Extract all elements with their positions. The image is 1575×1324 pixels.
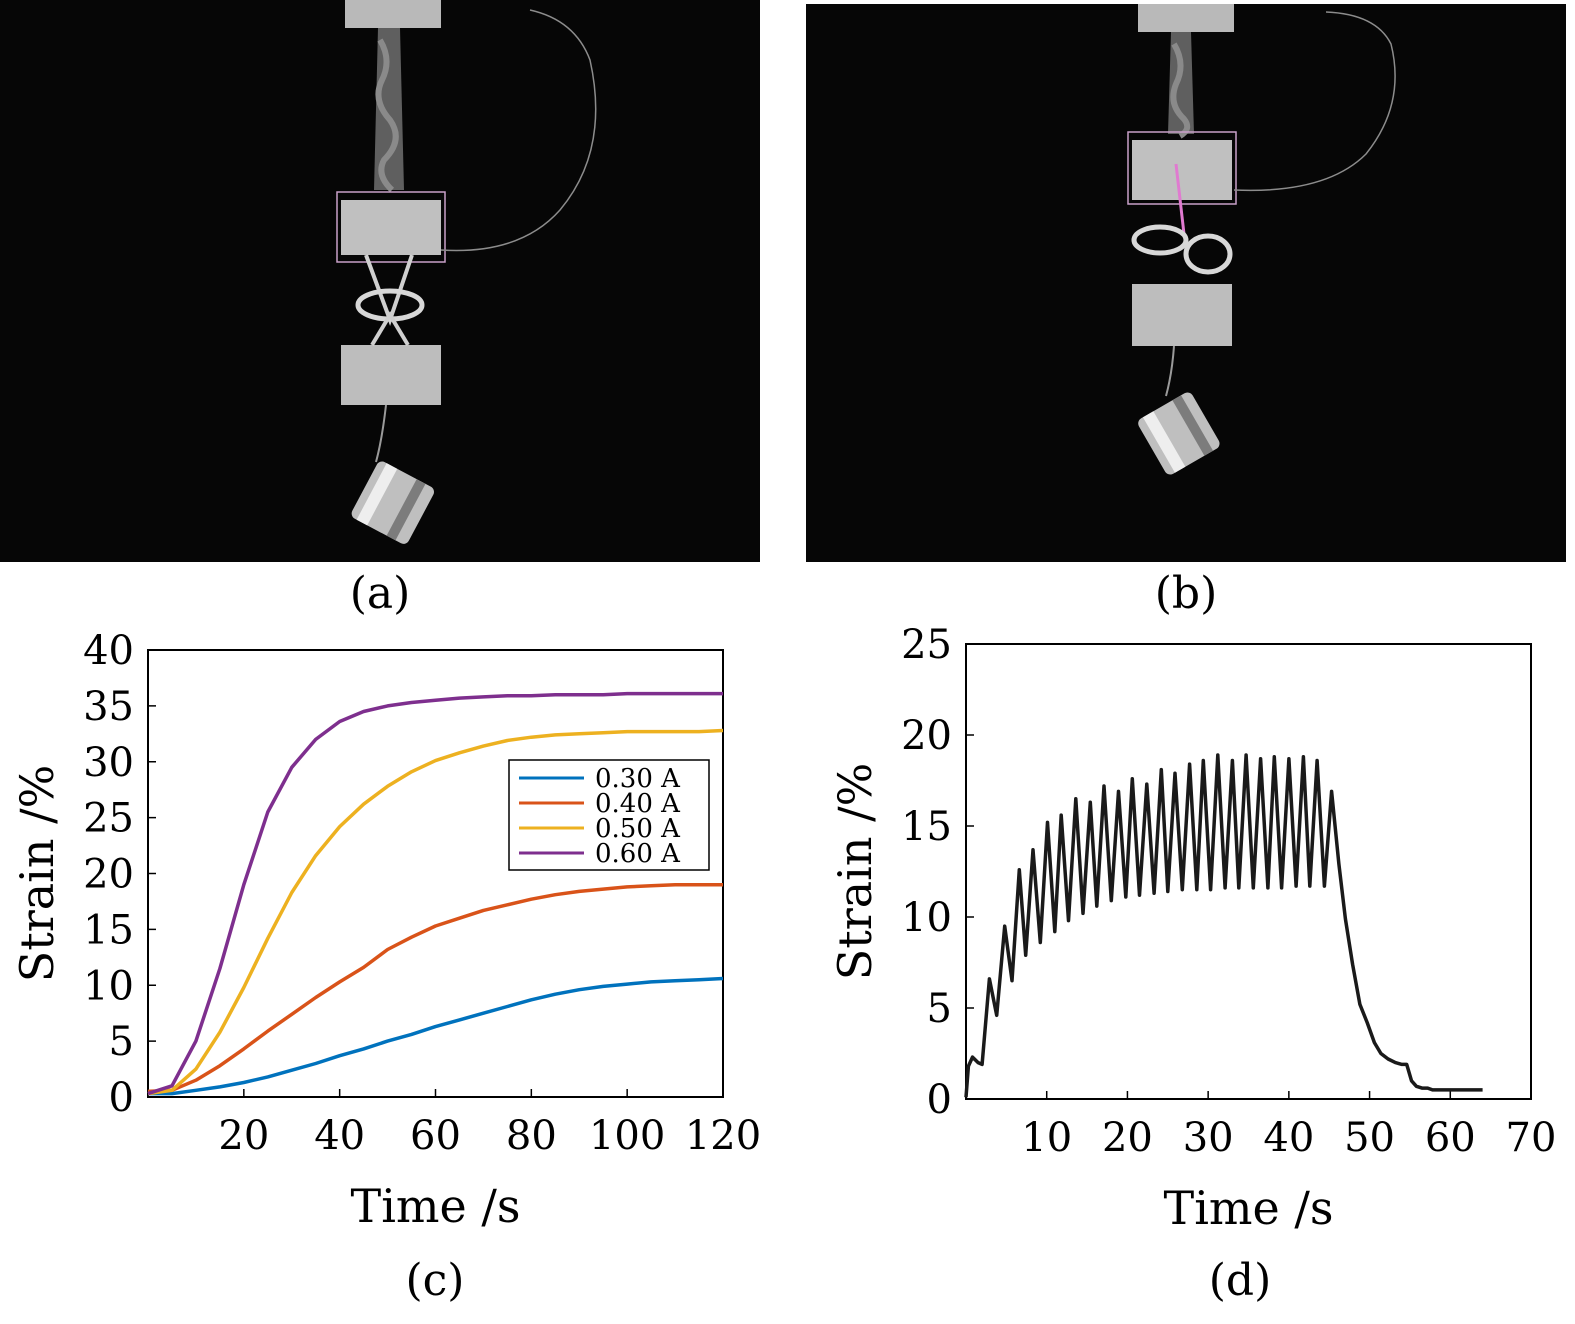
top-clip [345,0,441,28]
binder-clip-lower [1132,284,1232,346]
series-line-0 [148,976,724,1096]
legend-entry: 0.40 A [595,789,681,819]
x-tick-label: 80 [506,1113,557,1159]
x-tick-label: 30 [1183,1115,1234,1161]
x-tick-label: 20 [1102,1115,1153,1161]
y-tick-label: 10 [901,895,952,941]
x-tick-label: 50 [1344,1115,1395,1161]
y-tick-label: 35 [83,684,134,730]
x-tick-label: 40 [314,1113,365,1159]
photo-b-illustration [806,4,1566,562]
y-tick-label: 15 [901,804,952,850]
panel-label-d: (d) [1208,1255,1272,1306]
x-tick-label: 60 [410,1113,461,1159]
legend-entry: 0.60 A [595,839,681,869]
plot-frame [965,643,1532,1100]
x-axis-title: Time /s [351,1179,521,1233]
x-tick-label: 120 [685,1113,761,1159]
y-tick-label: 20 [901,713,952,759]
y-tick-label: 0 [927,1077,952,1123]
binder-clip-lower [341,345,441,405]
x-tick-label: 40 [1263,1115,1314,1161]
top-clip [1138,4,1234,32]
y-tick-label: 20 [83,852,134,898]
series-line-3 [147,691,723,1096]
tracking-box [336,191,446,263]
y-tick-label: 25 [901,622,952,668]
y-tick-label: 25 [83,796,134,842]
x-tick-label: 60 [1425,1115,1476,1161]
photo-a [0,0,760,562]
wire [440,9,597,252]
panel-label-c: (c) [405,1255,465,1306]
y-tick-label: 5 [927,986,952,1032]
x-tick-label: 20 [218,1113,269,1159]
photo-a-illustration [0,0,760,562]
chart-c: 20 40 60 80 100 120 0 5 10 15 20 25 30 35 40 Time /s Str… [10,628,761,1233]
y-tick-label: 0 [109,1075,134,1121]
weight [1138,392,1220,475]
y-tick-label: 10 [83,963,134,1009]
legend-entry: 0.30 A [595,764,681,794]
legend-entry: 0.50 A [595,814,681,844]
binder-clip-upper [1132,140,1232,200]
actuator-fiber [374,28,404,190]
y-axis-title: Strain /% [10,765,64,983]
series-line-1 [147,882,723,1094]
y-tick-label: 5 [109,1019,134,1065]
y-tick-label: 40 [83,628,134,674]
binder-clip-upper [341,200,441,255]
y-tick-label: 30 [83,740,134,786]
x-tick-label: 70 [1506,1115,1557,1161]
panel-label-a: (a) [349,568,411,619]
series-line-2 [147,728,724,1096]
x-axis-title: Time /s [1164,1181,1334,1235]
panel-label-b: (b) [1154,568,1218,619]
series-line-0 [964,753,1483,1098]
x-tick-label: 10 [1021,1115,1072,1161]
photo-b [806,4,1566,562]
y-tick-label: 15 [83,907,134,953]
weight [351,461,434,544]
y-axis-title: Strain /% [828,763,882,981]
x-tick-label: 100 [589,1113,665,1159]
wire [1233,11,1396,192]
